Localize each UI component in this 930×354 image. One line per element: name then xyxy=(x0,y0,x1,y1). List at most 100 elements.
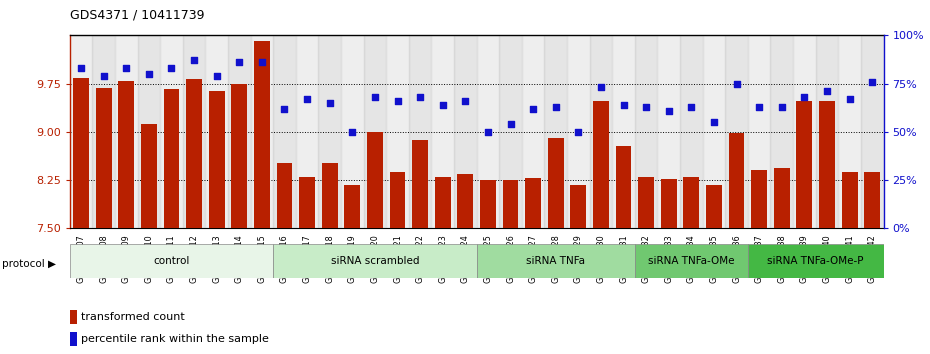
Bar xyxy=(544,35,567,228)
Bar xyxy=(770,35,793,228)
Bar xyxy=(70,35,92,228)
Bar xyxy=(115,35,138,228)
Bar xyxy=(861,35,884,228)
Point xyxy=(277,106,292,112)
Bar xyxy=(748,244,884,278)
Bar xyxy=(344,184,360,354)
Point xyxy=(481,129,496,135)
Text: control: control xyxy=(153,256,190,266)
Point xyxy=(367,94,382,100)
Bar xyxy=(838,35,861,228)
Bar xyxy=(254,41,270,354)
Point xyxy=(323,100,338,106)
Bar xyxy=(499,35,522,228)
Bar xyxy=(409,35,432,228)
Bar xyxy=(616,146,631,354)
Bar xyxy=(92,35,115,228)
Bar xyxy=(435,177,451,354)
Bar xyxy=(816,35,838,228)
Point xyxy=(525,106,540,112)
Bar xyxy=(296,35,318,228)
Bar xyxy=(476,35,499,228)
Bar xyxy=(658,35,680,228)
Point xyxy=(141,71,156,77)
Point xyxy=(96,73,111,79)
Bar xyxy=(164,89,179,354)
Point xyxy=(616,102,631,108)
Point xyxy=(593,85,608,90)
Bar xyxy=(635,244,748,278)
Bar xyxy=(480,180,496,354)
Text: GDS4371 / 10411739: GDS4371 / 10411739 xyxy=(70,9,205,22)
Bar xyxy=(684,177,699,354)
Text: siRNA scrambled: siRNA scrambled xyxy=(331,256,419,266)
Bar xyxy=(525,178,541,354)
Point xyxy=(819,88,834,94)
Point xyxy=(390,98,405,104)
Point xyxy=(345,129,360,135)
Bar xyxy=(70,332,77,346)
Bar xyxy=(793,35,816,228)
Point xyxy=(843,96,857,102)
Bar xyxy=(635,35,658,228)
Bar xyxy=(70,244,273,278)
Bar xyxy=(118,81,134,354)
Point xyxy=(413,94,428,100)
Bar xyxy=(206,35,228,228)
Point xyxy=(707,119,722,125)
Bar xyxy=(364,35,386,228)
Point xyxy=(209,73,224,79)
Bar xyxy=(250,35,273,228)
Bar xyxy=(502,180,518,354)
Bar xyxy=(299,177,315,354)
Point xyxy=(751,104,766,110)
Bar xyxy=(390,172,405,354)
Bar xyxy=(522,35,544,228)
Bar xyxy=(729,133,745,354)
Point xyxy=(187,58,202,63)
Bar xyxy=(96,88,112,354)
Bar xyxy=(273,35,296,228)
Bar xyxy=(412,140,428,354)
Bar xyxy=(680,35,703,228)
Bar xyxy=(70,310,77,324)
Bar xyxy=(454,35,476,228)
Point xyxy=(571,129,586,135)
Bar xyxy=(725,35,748,228)
Bar xyxy=(796,101,812,354)
Text: transformed count: transformed count xyxy=(81,312,185,322)
Bar xyxy=(593,101,609,354)
Text: siRNA TNFa: siRNA TNFa xyxy=(526,256,585,266)
Point xyxy=(729,81,744,86)
Bar xyxy=(842,172,857,354)
Bar xyxy=(612,35,635,228)
Bar xyxy=(748,35,770,228)
Bar xyxy=(751,171,767,354)
Text: siRNA TNFa-OMe-P: siRNA TNFa-OMe-P xyxy=(767,256,864,266)
Bar xyxy=(661,179,677,354)
Point xyxy=(503,121,518,127)
Text: protocol: protocol xyxy=(2,259,45,269)
Bar xyxy=(476,244,635,278)
Point xyxy=(299,96,314,102)
Point xyxy=(775,104,790,110)
Bar xyxy=(819,101,835,354)
Point xyxy=(164,65,179,71)
Point xyxy=(661,108,676,114)
Text: siRNA TNFa-OMe: siRNA TNFa-OMe xyxy=(648,256,735,266)
Point xyxy=(797,94,812,100)
Bar xyxy=(570,184,586,354)
Point xyxy=(255,59,270,65)
Bar xyxy=(73,78,89,354)
Text: percentile rank within the sample: percentile rank within the sample xyxy=(81,334,269,344)
Point xyxy=(865,79,880,85)
Bar xyxy=(774,168,790,354)
Bar xyxy=(318,35,341,228)
Bar xyxy=(138,35,160,228)
Point xyxy=(435,102,450,108)
Bar xyxy=(703,35,725,228)
Bar xyxy=(864,172,880,354)
Bar xyxy=(432,35,454,228)
Point xyxy=(684,104,698,110)
Point xyxy=(119,65,134,71)
